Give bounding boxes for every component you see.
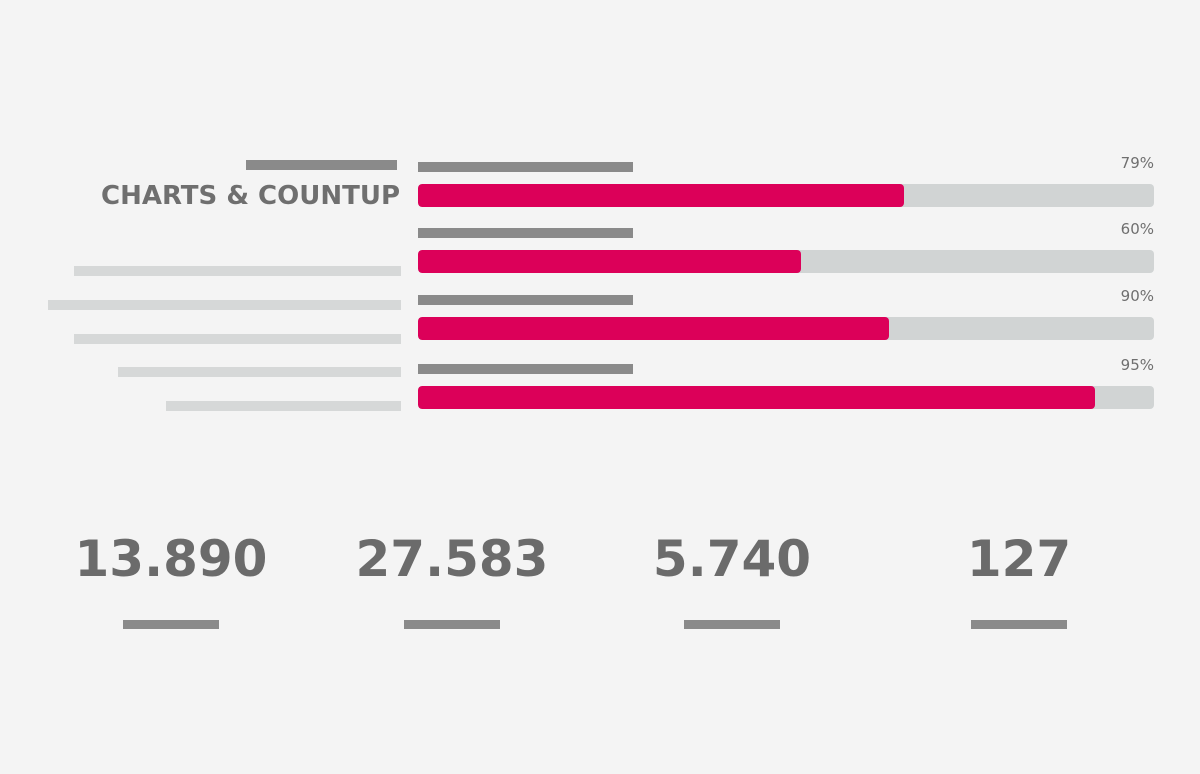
section-title: CHARTS & COUNTUP bbox=[100, 181, 400, 211]
skill-track bbox=[418, 386, 1154, 409]
counter-value: 13.890 bbox=[74, 530, 268, 588]
counter-4: 127 bbox=[899, 528, 1139, 632]
skill-bar-4: 95% bbox=[418, 356, 1154, 412]
counter-underline bbox=[123, 620, 219, 629]
counter-value: 5.740 bbox=[652, 530, 812, 588]
skill-fill bbox=[418, 250, 801, 273]
heading-kicker-placeholder bbox=[246, 160, 397, 170]
skill-label-placeholder bbox=[418, 228, 633, 238]
skill-percent: 79% bbox=[1120, 154, 1154, 172]
skill-track bbox=[418, 317, 1154, 340]
skill-percent: 90% bbox=[1120, 287, 1154, 305]
text-line-placeholder bbox=[74, 334, 401, 344]
counter-underline bbox=[404, 620, 500, 629]
counter-2: 27.583 bbox=[332, 528, 572, 632]
skill-label-placeholder bbox=[418, 295, 633, 305]
counter-value: 27.583 bbox=[355, 530, 549, 588]
counter-underline bbox=[684, 620, 780, 629]
skill-bar-3: 90% bbox=[418, 287, 1154, 343]
skill-bar-1: 79% bbox=[418, 154, 1154, 210]
skill-percent: 60% bbox=[1120, 220, 1154, 238]
counter-value: 127 bbox=[966, 530, 1072, 588]
skill-fill bbox=[418, 317, 890, 340]
text-line-placeholder bbox=[166, 401, 401, 411]
counter-3: 5.740 bbox=[612, 528, 852, 632]
skill-track bbox=[418, 184, 1154, 207]
skill-track bbox=[418, 250, 1154, 273]
counter-underline bbox=[971, 620, 1067, 629]
skill-label-placeholder bbox=[418, 162, 633, 172]
skill-fill bbox=[418, 184, 904, 207]
skill-percent: 95% bbox=[1120, 356, 1154, 374]
text-line-placeholder bbox=[118, 367, 401, 377]
skill-bar-2: 60% bbox=[418, 220, 1154, 276]
skill-fill bbox=[418, 386, 1096, 409]
skill-label-placeholder bbox=[418, 364, 633, 374]
text-line-placeholder bbox=[48, 300, 401, 310]
text-line-placeholder bbox=[74, 266, 401, 276]
counter-1: 13.890 bbox=[51, 528, 291, 632]
